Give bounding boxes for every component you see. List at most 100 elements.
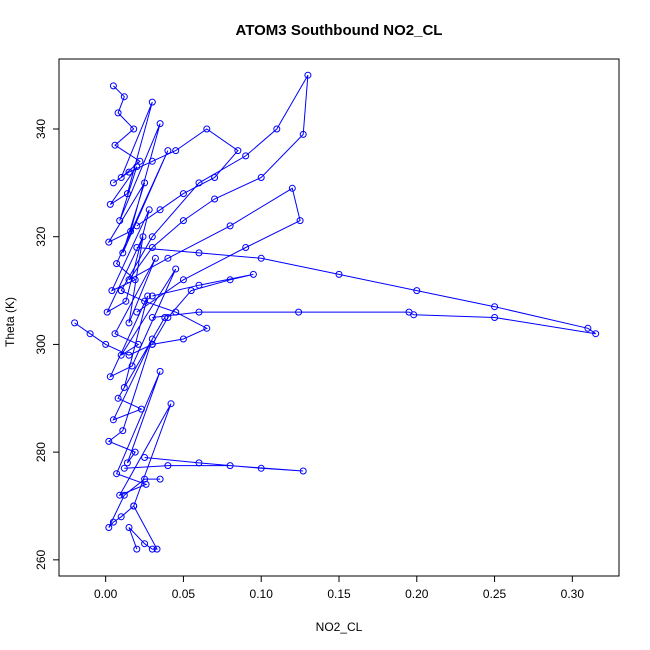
series-line — [113, 128, 239, 227]
series-6 — [148, 270, 257, 348]
y-axis-label: Theta (K) — [3, 297, 17, 347]
data-point — [203, 324, 211, 332]
series-3 — [120, 454, 307, 475]
y-tick-label: 300 — [34, 334, 48, 354]
data-point — [148, 157, 156, 165]
data-point — [203, 125, 211, 133]
data-point — [133, 244, 141, 251]
data-point — [120, 491, 128, 499]
data-point — [125, 351, 133, 359]
data-point — [156, 475, 164, 483]
x-tick-label: 0.25 — [483, 587, 507, 601]
data-point — [172, 265, 180, 273]
data-point — [226, 222, 234, 230]
data-point — [187, 287, 195, 295]
data-point — [119, 427, 127, 435]
data-point — [148, 233, 156, 241]
data-point — [299, 467, 307, 475]
data-point — [288, 184, 296, 192]
data-point — [109, 82, 117, 90]
data-point — [144, 292, 152, 300]
data-point — [296, 217, 304, 225]
series-line — [108, 478, 161, 550]
data-point — [491, 303, 499, 311]
data-point — [164, 314, 172, 321]
data-point — [148, 244, 156, 251]
data-point — [242, 152, 250, 160]
data-point — [167, 400, 175, 408]
data-point — [164, 254, 172, 262]
data-point — [156, 120, 164, 128]
data-point — [133, 308, 141, 316]
series-line — [136, 247, 596, 335]
data-point — [116, 217, 124, 225]
data-point — [148, 98, 156, 106]
data-point — [179, 335, 187, 343]
data-point — [405, 308, 413, 316]
series-5 — [105, 475, 164, 553]
data-point — [117, 351, 125, 359]
data-point — [128, 362, 136, 370]
data-point — [114, 109, 122, 117]
data-point — [109, 518, 117, 526]
data-point — [304, 71, 312, 79]
data-point — [335, 270, 343, 278]
data-point — [123, 459, 131, 467]
y-tick-label: 340 — [34, 119, 48, 139]
data-point — [113, 260, 121, 268]
data-point — [584, 324, 592, 332]
data-point — [195, 308, 203, 316]
x-axis: 0.00 0.05 0.10 0.15 0.20 0.25 0.30 — [94, 576, 584, 601]
data-point — [211, 195, 219, 203]
data-point — [195, 281, 203, 289]
y-tick-label: 320 — [34, 226, 48, 246]
data-point — [102, 340, 110, 348]
data-point — [141, 179, 149, 187]
data-point — [592, 330, 600, 338]
data-point — [179, 190, 187, 198]
data-point — [131, 448, 139, 456]
data-point — [130, 125, 138, 133]
data-point — [117, 287, 125, 295]
series-line — [120, 74, 309, 313]
series-1 — [117, 71, 312, 316]
data-point — [148, 292, 156, 300]
data-point — [257, 464, 265, 472]
data-point — [136, 157, 144, 165]
data-point — [148, 340, 156, 348]
series-7 — [109, 125, 242, 230]
data-point — [120, 93, 128, 101]
x-tick-label: 0.05 — [172, 587, 196, 601]
data-point — [164, 147, 172, 155]
data-point — [164, 462, 172, 470]
data-point — [106, 373, 114, 381]
data-point — [156, 206, 164, 214]
data-point — [257, 254, 265, 262]
data-point — [179, 276, 187, 284]
data-point — [148, 314, 156, 321]
data-point — [123, 190, 131, 198]
data-point — [299, 130, 307, 138]
data-point — [153, 545, 161, 553]
x-tick-label: 0.30 — [561, 587, 585, 601]
data-point — [141, 297, 149, 305]
data-point — [273, 125, 281, 133]
data-point — [103, 308, 111, 316]
data-point — [125, 524, 133, 531]
data-point — [127, 227, 135, 235]
series-0 — [103, 82, 180, 510]
data-point — [141, 475, 149, 483]
data-point — [111, 330, 119, 338]
data-point — [148, 545, 156, 553]
data-point — [491, 314, 499, 321]
series-line — [74, 290, 208, 356]
series-line — [151, 273, 254, 345]
data-point — [122, 297, 130, 305]
data-point — [86, 330, 94, 338]
data-point — [125, 319, 133, 327]
data-point — [116, 491, 124, 499]
data-point — [172, 147, 180, 155]
data-point — [211, 174, 219, 181]
data-point — [105, 524, 113, 531]
data-point — [130, 502, 138, 510]
